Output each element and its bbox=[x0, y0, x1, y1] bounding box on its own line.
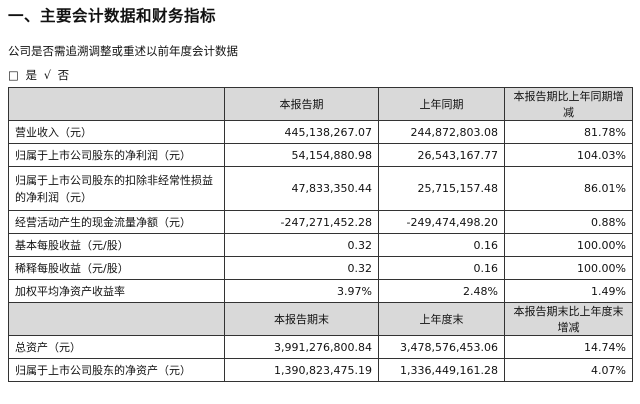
option-no-label: 否 bbox=[57, 68, 70, 82]
header-cell: 上年度末 bbox=[378, 302, 505, 336]
prior-period-value: 244,872,803.08 bbox=[378, 120, 505, 144]
check-mark-icon: √ bbox=[43, 68, 52, 82]
table-row: 归属于上市公司股东的扣除非经常性损益的净利润（元） 47,833,350.44 … bbox=[8, 166, 633, 211]
row-label: 归属于上市公司股东的扣除非经常性损益的净利润（元） bbox=[8, 166, 225, 211]
current-period-value: -247,271,452.28 bbox=[224, 210, 379, 234]
row-label: 归属于上市公司股东的净资产（元） bbox=[8, 358, 225, 382]
prior-year-end-value: 3,478,576,453.06 bbox=[378, 335, 505, 359]
prior-period-value: 2.48% bbox=[378, 279, 505, 303]
unchecked-box-icon: □ bbox=[8, 68, 19, 82]
prior-period-value: 26,543,167.77 bbox=[378, 143, 505, 167]
header-cell: 本报告期末比上年度末增减 bbox=[504, 302, 633, 336]
header-cell: 本报告期末 bbox=[224, 302, 379, 336]
restatement-question: 公司是否需追溯调整或重述以前年度会计数据 bbox=[8, 44, 238, 58]
table-row: 基本每股收益（元/股） 0.32 0.16 100.00% bbox=[8, 233, 633, 257]
change-value: 100.00% bbox=[504, 256, 633, 280]
header-cell: 上年同期 bbox=[378, 87, 505, 121]
row-label: 总资产（元） bbox=[8, 335, 225, 359]
change-value: 14.74% bbox=[504, 335, 633, 359]
table-header-row: 本报告期 上年同期 本报告期比上年同期增减 bbox=[8, 87, 633, 121]
table-header-row: 本报告期末 上年度末 本报告期末比上年度末增减 bbox=[8, 302, 633, 336]
change-value: 4.07% bbox=[504, 358, 633, 382]
header-cell: 本报告期比上年同期增减 bbox=[504, 87, 633, 121]
table-row: 归属于上市公司股东的净资产（元） 1,390,823,475.19 1,336,… bbox=[8, 358, 633, 382]
row-label: 经营活动产生的现金流量净额（元） bbox=[8, 210, 225, 234]
change-value: 1.49% bbox=[504, 279, 633, 303]
change-value: 86.01% bbox=[504, 166, 633, 211]
option-yes-label: 是 bbox=[25, 68, 38, 82]
table-row: 归属于上市公司股东的净利润（元） 54,154,880.98 26,543,16… bbox=[8, 143, 633, 167]
section-heading: 一、主要会计数据和财务指标 bbox=[8, 7, 217, 25]
table-row: 营业收入（元） 445,138,267.07 244,872,803.08 81… bbox=[8, 120, 633, 144]
current-period-value: 445,138,267.07 bbox=[224, 120, 379, 144]
prior-year-end-value: 1,336,449,161.28 bbox=[378, 358, 505, 382]
prior-period-value: 0.16 bbox=[378, 233, 505, 257]
row-label: 加权平均净资产收益率 bbox=[8, 279, 225, 303]
row-label: 基本每股收益（元/股） bbox=[8, 233, 225, 257]
table-row: 加权平均净资产收益率 3.97% 2.48% 1.49% bbox=[8, 279, 633, 303]
header-cell bbox=[8, 302, 225, 336]
period-end-value: 3,991,276,800.84 bbox=[224, 335, 379, 359]
header-cell: 本报告期 bbox=[224, 87, 379, 121]
prior-period-value: -249,474,498.20 bbox=[378, 210, 505, 234]
restatement-options: □ 是 √ 否 bbox=[8, 67, 72, 83]
current-period-value: 0.32 bbox=[224, 256, 379, 280]
prior-period-value: 0.16 bbox=[378, 256, 505, 280]
table-row: 经营活动产生的现金流量净额（元） -247,271,452.28 -249,47… bbox=[8, 210, 633, 234]
table-row: 总资产（元） 3,991,276,800.84 3,478,576,453.06… bbox=[8, 335, 633, 359]
current-period-value: 3.97% bbox=[224, 279, 379, 303]
period-end-value: 1,390,823,475.19 bbox=[224, 358, 379, 382]
financial-data-table: 本报告期 上年同期 本报告期比上年同期增减 营业收入（元） 445,138,26… bbox=[8, 87, 633, 382]
change-value: 100.00% bbox=[504, 233, 633, 257]
row-label: 稀释每股收益（元/股） bbox=[8, 256, 225, 280]
header-cell bbox=[8, 87, 225, 121]
table-row: 稀释每股收益（元/股） 0.32 0.16 100.00% bbox=[8, 256, 633, 280]
change-value: 0.88% bbox=[504, 210, 633, 234]
row-label: 营业收入（元） bbox=[8, 120, 225, 144]
current-period-value: 0.32 bbox=[224, 233, 379, 257]
change-value: 81.78% bbox=[504, 120, 633, 144]
current-period-value: 47,833,350.44 bbox=[224, 166, 379, 211]
current-period-value: 54,154,880.98 bbox=[224, 143, 379, 167]
prior-period-value: 25,715,157.48 bbox=[378, 166, 505, 211]
change-value: 104.03% bbox=[504, 143, 633, 167]
row-label: 归属于上市公司股东的净利润（元） bbox=[8, 143, 225, 167]
